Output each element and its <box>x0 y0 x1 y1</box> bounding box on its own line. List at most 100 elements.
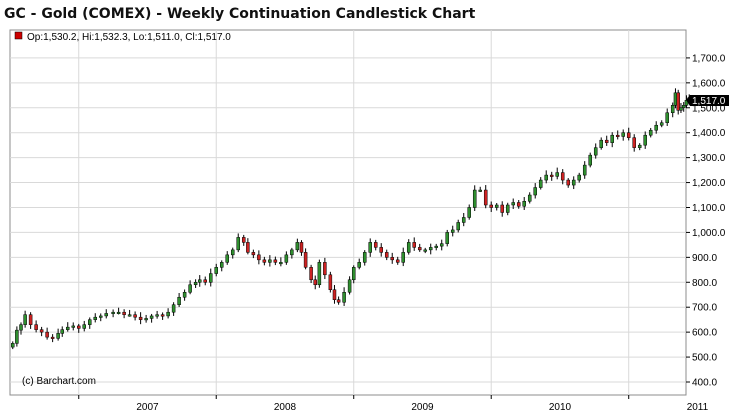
candle-up <box>98 315 103 318</box>
candle-up <box>149 315 154 319</box>
candle-up <box>342 292 346 303</box>
ohlc-legend-label: Op:1,530.2, Hi:1,532.3, Lo:1,511.0, Cl:1… <box>27 32 231 43</box>
candle-up <box>368 242 372 253</box>
candle-up <box>555 172 559 177</box>
candle-up <box>643 134 647 146</box>
candle-up <box>599 139 603 148</box>
last-price-label: 1,517.0 <box>692 96 726 107</box>
candle-up <box>494 204 499 208</box>
candle-up <box>65 326 70 330</box>
candle-up <box>406 242 411 253</box>
candle-up <box>104 313 108 317</box>
candle-up <box>571 179 576 186</box>
candle-up <box>15 329 19 344</box>
candle-up <box>681 105 686 109</box>
candle-up <box>60 329 64 334</box>
candle-up <box>347 279 352 293</box>
candle-up <box>317 262 322 286</box>
candle-up <box>610 134 614 143</box>
candle-down <box>549 174 554 177</box>
y-tick-label: 600.0 <box>692 328 717 339</box>
candle-up <box>511 202 515 206</box>
candle-down <box>328 274 333 291</box>
candle-up <box>19 324 23 331</box>
candle-down <box>203 279 207 283</box>
candle-up <box>225 254 229 263</box>
candle-up <box>362 252 367 263</box>
y-tick-label: 1,700.0 <box>692 53 726 64</box>
candle-up <box>467 207 471 218</box>
candle-up <box>588 154 592 166</box>
candle-down <box>39 329 44 333</box>
y-tick-label: 1,300.0 <box>692 153 726 164</box>
candle-up <box>116 311 121 314</box>
candle-down <box>34 324 38 330</box>
candle-down <box>604 139 609 143</box>
candle-up <box>577 174 581 181</box>
candle-down <box>417 247 422 251</box>
candle-down <box>332 289 337 300</box>
candle-up <box>10 343 15 348</box>
candles <box>10 88 694 350</box>
candle-up <box>82 324 86 329</box>
candle-up <box>188 284 192 293</box>
candle-up <box>423 249 427 252</box>
candle-up <box>144 318 148 321</box>
last-price-tag: 1,517.0 <box>686 95 729 107</box>
candle-down <box>489 204 493 208</box>
candle-up <box>214 267 218 274</box>
candle-up <box>505 204 510 213</box>
chart-title: GC - Gold (COMEX) - Weekly Continuation … <box>4 6 476 22</box>
grid <box>10 30 686 395</box>
candle-up <box>93 316 97 320</box>
candle-down <box>615 134 620 137</box>
candle-up <box>219 262 224 268</box>
candle-down <box>303 252 308 268</box>
candle-up <box>478 189 482 192</box>
candle-up <box>56 333 60 339</box>
candle-down <box>160 314 165 317</box>
candle-up <box>268 259 272 263</box>
candle-down <box>412 242 416 248</box>
candle-down <box>50 336 55 339</box>
candle-down <box>379 247 383 253</box>
y-tick-label: 1,400.0 <box>692 128 726 139</box>
candle-up <box>533 187 537 196</box>
candle-down <box>323 262 327 276</box>
candle-down <box>138 316 143 320</box>
candle-up <box>279 262 283 265</box>
candle-down <box>384 252 389 258</box>
candle-up <box>461 217 466 223</box>
candle-up <box>351 267 356 281</box>
candle-down <box>299 242 304 253</box>
candle-up <box>193 282 198 286</box>
x-tick-label: 2007 <box>136 402 159 413</box>
candle-up <box>111 311 115 314</box>
x-axis: 2007 2008 2009 2010 2011 <box>78 395 709 413</box>
candle-up <box>155 314 159 317</box>
candle-up <box>166 311 170 317</box>
candle-up <box>439 243 444 247</box>
candle-down <box>28 314 33 325</box>
candle-up <box>182 292 187 298</box>
candle-down <box>500 204 504 213</box>
candle-up <box>679 107 683 111</box>
y-axis: 400.0 500.0 600.0 700.0 800.0 900.0 1,000.0 1,1… <box>686 53 726 389</box>
candle-up <box>648 129 653 136</box>
candle-down <box>273 259 278 263</box>
y-tick-label: 400.0 <box>692 378 717 389</box>
candle-up <box>428 247 433 251</box>
plot-area <box>9 29 687 396</box>
candle-down <box>262 259 267 263</box>
candle-up <box>284 254 289 263</box>
candle-up <box>236 237 240 251</box>
candle-down <box>516 202 521 207</box>
candle-up <box>538 179 543 188</box>
candle-up <box>434 245 438 248</box>
candle-up <box>527 194 532 202</box>
candle-up <box>544 174 548 181</box>
x-tick-label: 2008 <box>274 402 297 413</box>
candle-up <box>621 132 625 137</box>
candle-down <box>251 252 256 256</box>
